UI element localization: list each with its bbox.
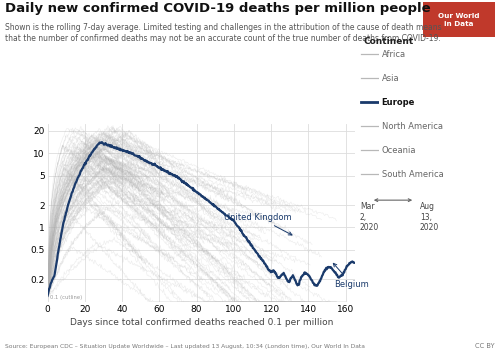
Text: Oceania: Oceania — [382, 146, 416, 155]
Text: Source: European CDC – Situation Update Worldwide – Last updated 13 August, 10:3: Source: European CDC – Situation Update … — [5, 344, 365, 349]
Text: Shown is the rolling 7-day average. Limited testing and challenges in the attrib: Shown is the rolling 7-day average. Limi… — [5, 23, 442, 32]
Text: Daily new confirmed COVID-19 deaths per million people: Daily new confirmed COVID-19 deaths per … — [5, 2, 430, 15]
Text: United Kingdom: United Kingdom — [224, 213, 292, 235]
Text: Europe: Europe — [382, 98, 415, 107]
Text: Our World
in Data: Our World in Data — [438, 13, 480, 26]
Text: Asia: Asia — [382, 74, 399, 83]
Text: North America: North America — [382, 122, 442, 131]
Text: South America: South America — [382, 170, 444, 179]
Text: that the number of confirmed deaths may not be an accurate count of the true num: that the number of confirmed deaths may … — [5, 34, 441, 42]
Text: CC BY: CC BY — [476, 343, 495, 349]
X-axis label: Days since total confirmed deaths reached 0.1 per million: Days since total confirmed deaths reache… — [70, 318, 333, 327]
Text: Aug
13,
2020: Aug 13, 2020 — [420, 202, 440, 232]
Text: Mar
2,
2020: Mar 2, 2020 — [360, 202, 380, 232]
Text: 0.1 (cutline): 0.1 (cutline) — [50, 295, 82, 300]
Text: Africa: Africa — [382, 50, 406, 59]
Text: Continent: Continent — [364, 37, 414, 46]
Text: Belgium: Belgium — [334, 263, 369, 289]
